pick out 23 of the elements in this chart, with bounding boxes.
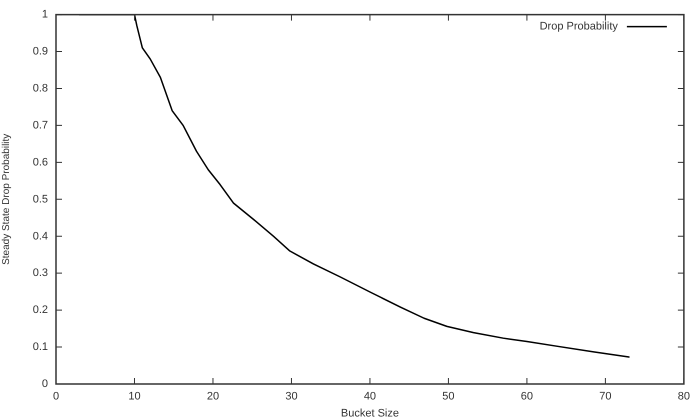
x-tick-label: 0	[52, 390, 60, 403]
y-tick-label: 0.8	[32, 82, 48, 95]
y-tick-label: 0.1	[32, 341, 48, 354]
x-tick-label: 40	[364, 390, 376, 403]
y-tick-label: 0	[42, 378, 48, 390]
x-tick-label: 70	[599, 390, 612, 403]
x-axis-title: Bucket Size	[340, 407, 399, 420]
y-axis-title: Steady State Drop Probability	[0, 134, 12, 265]
y-tick-label: 0.2	[32, 304, 48, 316]
y-tick-label: 0.5	[32, 193, 48, 206]
x-tick-label: 10	[128, 390, 141, 403]
y-tick-label: 0.7	[32, 119, 48, 132]
y-tick-label: 1	[42, 8, 48, 21]
legend-label: Drop Probability	[540, 20, 618, 33]
x-tick-label: 80	[678, 390, 690, 403]
y-tick-label: 0.6	[32, 156, 48, 168]
x-tick-label: 30	[285, 390, 298, 403]
x-tick-label: 50	[442, 390, 455, 403]
x-tick-label: 20	[206, 390, 220, 403]
y-tick-label: 0.4	[32, 230, 48, 242]
y-tick-label: 0.9	[32, 46, 48, 58]
x-tick-label: 60	[520, 390, 534, 403]
y-tick-label: 0.3	[32, 267, 48, 280]
